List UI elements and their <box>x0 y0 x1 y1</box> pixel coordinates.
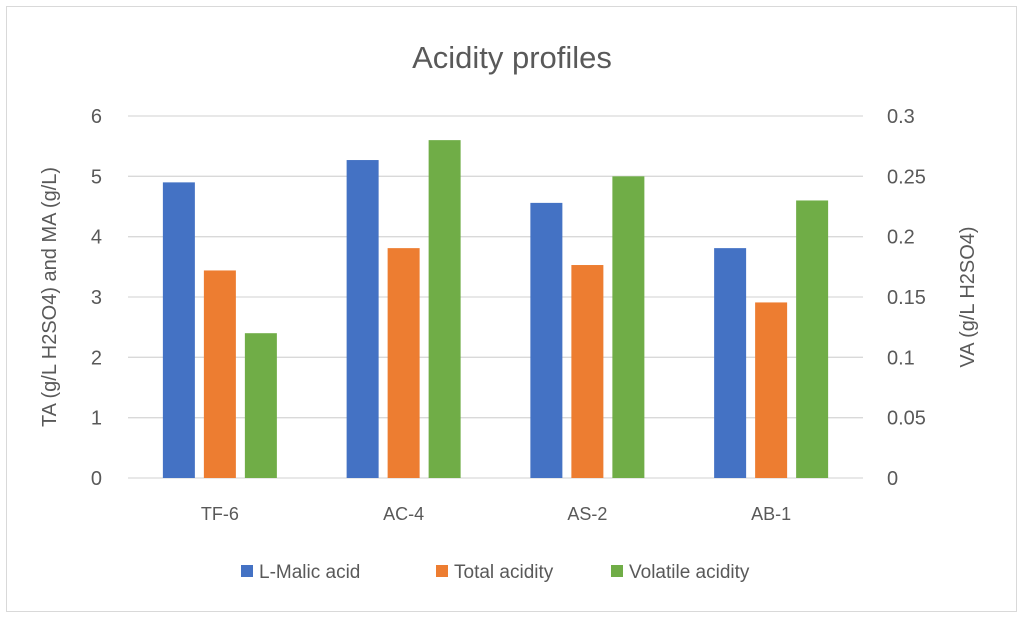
x-tick-label: TF-6 <box>201 504 239 524</box>
y2-tick-label: 0.3 <box>887 106 915 128</box>
y-tick-label: 2 <box>91 347 102 369</box>
y2-tick-label: 0.2 <box>887 227 915 249</box>
x-tick-label: AS-2 <box>567 504 607 524</box>
x-tick-label: AB-1 <box>751 504 791 524</box>
bar-volatile-acidity-ac-4 <box>428 140 461 478</box>
bar-total-acidity-ab-1 <box>755 302 788 478</box>
y-tick-label: 0 <box>91 468 102 490</box>
chart-frame <box>6 6 1017 612</box>
legend-swatch <box>611 565 623 577</box>
bar-l-malic-acid-ac-4 <box>346 160 379 478</box>
bar-volatile-acidity-tf-6 <box>244 333 277 478</box>
bar-volatile-acidity-ab-1 <box>796 200 829 478</box>
legend-swatch <box>241 565 253 577</box>
bar-total-acidity-ac-4 <box>387 248 420 478</box>
chart-title: Acidity profiles <box>412 40 612 75</box>
y2-tick-label: 0 <box>887 468 898 490</box>
y2-tick-label: 0.05 <box>887 408 926 430</box>
legend-label: Volatile acidity <box>629 562 750 583</box>
legend-swatch <box>436 565 448 577</box>
legend-label: Total acidity <box>454 562 554 583</box>
y-tick-label: 3 <box>91 287 102 309</box>
y-tick-label: 6 <box>91 106 102 128</box>
y-tick-label: 5 <box>91 166 102 188</box>
y2-tick-label: 0.15 <box>887 287 926 309</box>
bar-total-acidity-as-2 <box>571 265 604 478</box>
y-tick-label: 4 <box>91 227 102 249</box>
bar-l-malic-acid-as-2 <box>530 202 563 478</box>
y2-tick-label: 0.25 <box>887 166 926 188</box>
bar-l-malic-acid-ab-1 <box>714 248 747 478</box>
x-tick-label: AC-4 <box>383 504 424 524</box>
y-axis-label: TA (g/L H2SO4) and MA (g/L) <box>39 167 61 427</box>
bar-l-malic-acid-tf-6 <box>162 182 195 478</box>
bar-volatile-acidity-as-2 <box>612 176 645 479</box>
y2-axis-label: VA (g/L H2SO4) <box>957 226 979 367</box>
bar-total-acidity-tf-6 <box>203 270 236 478</box>
y-tick-label: 1 <box>91 408 102 430</box>
legend-label: L-Malic acid <box>259 562 360 583</box>
y2-tick-label: 0.1 <box>887 347 915 369</box>
